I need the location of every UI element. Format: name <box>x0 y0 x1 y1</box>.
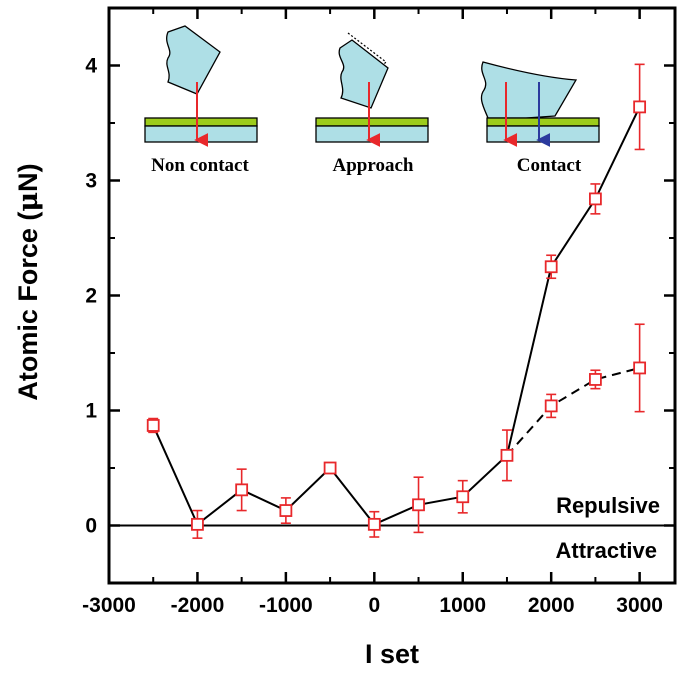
inset-non-contact: Non contact <box>144 25 258 176</box>
data-point <box>191 517 204 531</box>
series-line-solid <box>152 106 641 526</box>
y-tick-labels: 0 1 2 3 4 <box>85 55 97 538</box>
y-axis-title-suffix: N) <box>13 163 43 192</box>
inset-label-non-contact: Non contact <box>151 155 249 176</box>
x-tick-labels: -3000 -2000 -1000 0 1000 2000 3000 <box>82 594 663 617</box>
inset-tip <box>338 39 389 109</box>
y-axis-title-prefix: Atomic Force ( <box>13 212 43 401</box>
x-tick-label: 3000 <box>616 594 663 617</box>
data-point <box>412 498 425 512</box>
repulsive-label: Repulsive <box>556 493 660 518</box>
inset-surface-base <box>144 125 258 143</box>
data-point <box>500 448 514 462</box>
x-tick-label: -1000 <box>259 594 313 617</box>
data-markers <box>146 100 647 531</box>
x-tick-label: -2000 <box>171 594 225 617</box>
inset-surface-base <box>486 125 600 143</box>
data-point <box>589 373 602 386</box>
inset-label-contact: Contact <box>517 155 582 176</box>
x-tick-label: -3000 <box>82 594 136 617</box>
y-tick-label: 3 <box>85 170 97 193</box>
x-tick-label: 1000 <box>439 594 486 617</box>
y-tick-label: 1 <box>85 400 97 423</box>
inset-approach: Approach <box>315 32 429 176</box>
data-point <box>456 490 470 504</box>
data-point <box>367 517 381 531</box>
attractive-label: Attractive <box>556 538 657 563</box>
data-point <box>633 361 647 375</box>
series-lines <box>152 106 641 526</box>
data-point <box>235 483 249 497</box>
x-tick-label: 0 <box>368 594 380 617</box>
y-axis-title-mu: μ <box>13 192 44 212</box>
data-point <box>544 399 558 413</box>
inset-surface-base <box>315 125 429 143</box>
data-point <box>633 100 647 114</box>
data-point <box>323 461 337 475</box>
inset-label-approach: Approach <box>333 155 414 176</box>
inset-tip <box>480 61 578 119</box>
inset-surface-top <box>144 117 258 127</box>
inset-tip <box>166 25 221 95</box>
data-point <box>589 192 602 206</box>
y-axis-title: Atomic Force (μN) <box>13 163 44 400</box>
inset-contact: Contact <box>480 61 600 176</box>
x-tick-label: 2000 <box>528 594 575 617</box>
y-tick-label: 4 <box>85 55 97 78</box>
y-tick-label: 0 <box>85 515 97 538</box>
data-point <box>279 504 293 517</box>
data-point <box>544 260 558 274</box>
inset-surface-top <box>315 117 429 127</box>
series-line-dashed <box>506 366 640 457</box>
data-point <box>146 419 160 432</box>
inset-surface-top <box>486 117 600 127</box>
y-tick-label: 2 <box>85 285 97 308</box>
x-axis-title: I set <box>365 639 419 669</box>
